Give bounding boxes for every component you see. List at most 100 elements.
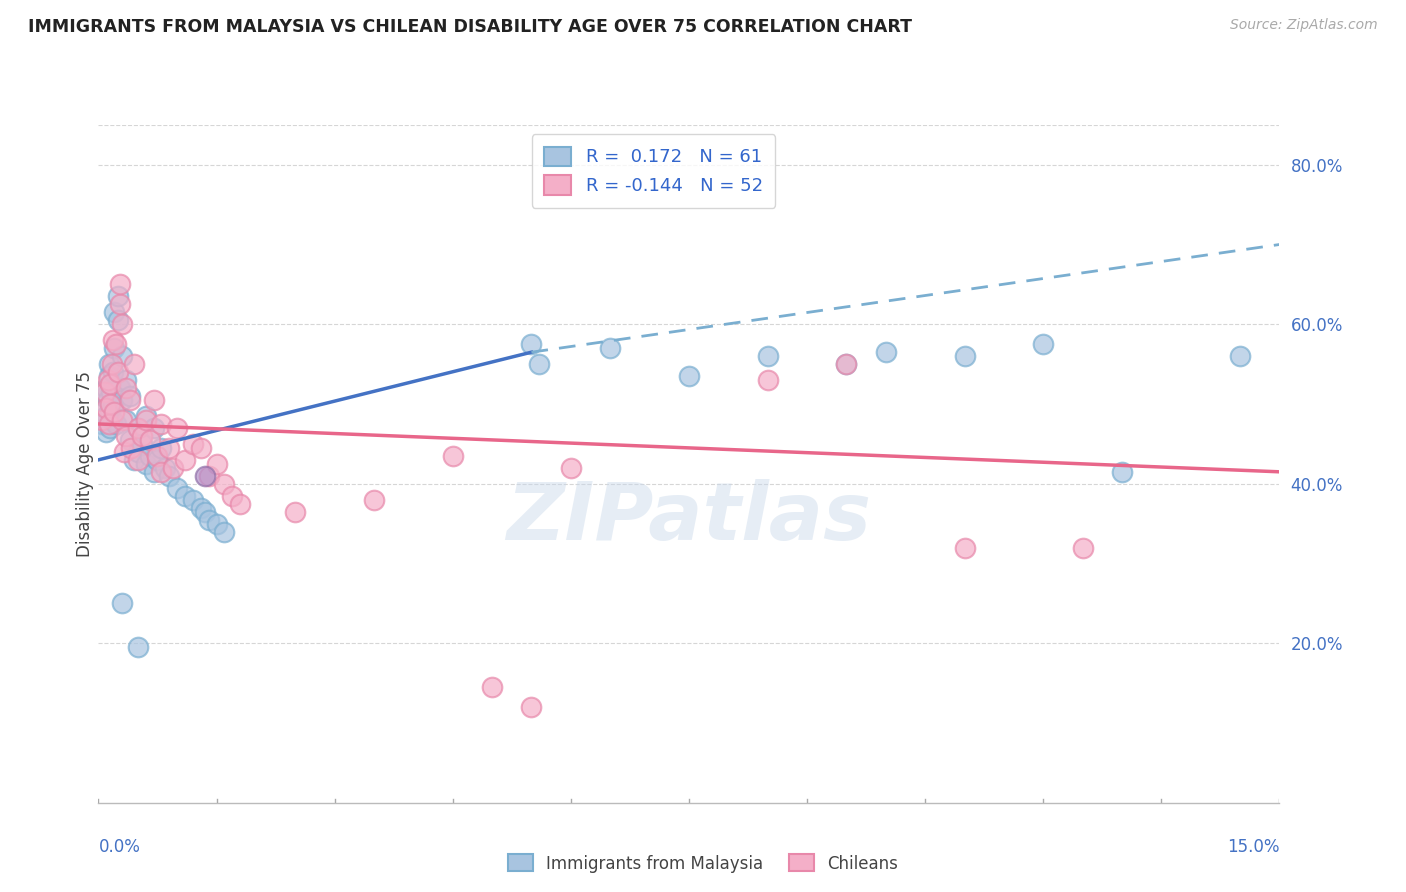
Point: [103, 305, 125, 319]
Point: [115, 413, 138, 427]
Point: [174, 453, 197, 467]
Point: [181, 437, 204, 451]
Point: [127, 640, 149, 655]
Point: [205, 516, 228, 531]
Point: [107, 313, 129, 327]
Point: [122, 357, 145, 371]
Point: [118, 433, 141, 447]
Point: [520, 700, 543, 714]
Point: [115, 429, 138, 443]
Point: [197, 513, 219, 527]
Point: [166, 421, 188, 435]
Point: [131, 429, 153, 443]
Point: [98, 405, 121, 419]
Point: [111, 413, 134, 427]
Point: [835, 357, 858, 371]
Point: [142, 465, 165, 479]
Point: [756, 349, 779, 363]
Point: [284, 505, 307, 519]
Point: [135, 409, 157, 423]
Point: [101, 397, 124, 411]
Point: [678, 369, 700, 384]
Point: [111, 596, 134, 610]
Point: [101, 413, 124, 427]
Point: [599, 341, 621, 355]
Point: [150, 465, 173, 479]
Point: [157, 441, 180, 455]
Point: [111, 392, 134, 407]
Point: [1229, 349, 1251, 363]
Point: [146, 453, 169, 467]
Point: [97, 392, 120, 407]
Point: [229, 497, 252, 511]
Point: [103, 341, 125, 355]
Point: [97, 417, 120, 431]
Point: [108, 297, 131, 311]
Point: [98, 377, 121, 392]
Point: [756, 373, 779, 387]
Point: [98, 397, 121, 411]
Point: [91, 413, 114, 427]
Text: ZIPatlas: ZIPatlas: [506, 479, 872, 558]
Point: [118, 392, 141, 407]
Text: 0.0%: 0.0%: [98, 838, 141, 856]
Point: [98, 421, 121, 435]
Point: [205, 457, 228, 471]
Point: [142, 392, 165, 407]
Point: [104, 337, 127, 351]
Text: Source: ZipAtlas.com: Source: ZipAtlas.com: [1230, 18, 1378, 32]
Point: [96, 401, 118, 415]
Point: [1111, 465, 1133, 479]
Point: [174, 489, 197, 503]
Point: [131, 437, 153, 451]
Point: [194, 505, 217, 519]
Point: [560, 460, 582, 475]
Point: [150, 417, 173, 431]
Point: [135, 457, 157, 471]
Point: [94, 409, 117, 423]
Point: [118, 389, 141, 403]
Point: [121, 441, 143, 455]
Point: [101, 333, 124, 347]
Point: [93, 405, 115, 419]
Point: [127, 421, 149, 435]
Point: [127, 421, 149, 435]
Point: [135, 413, 157, 427]
Point: [441, 449, 464, 463]
Point: [91, 417, 114, 431]
Point: [953, 349, 976, 363]
Point: [138, 433, 160, 447]
Point: [150, 441, 173, 455]
Point: [96, 425, 118, 439]
Point: [93, 385, 115, 400]
Point: [190, 500, 212, 515]
Y-axis label: Disability Age Over 75: Disability Age Over 75: [76, 371, 94, 557]
Point: [98, 369, 121, 384]
Point: [127, 453, 149, 467]
Point: [101, 365, 124, 379]
Text: IMMIGRANTS FROM MALAYSIA VS CHILEAN DISABILITY AGE OVER 75 CORRELATION CHART: IMMIGRANTS FROM MALAYSIA VS CHILEAN DISA…: [28, 18, 912, 36]
Legend: R =  0.172   N = 61, R = -0.144   N = 52: R = 0.172 N = 61, R = -0.144 N = 52: [531, 134, 776, 208]
Point: [101, 357, 124, 371]
Point: [127, 445, 149, 459]
Point: [142, 421, 165, 435]
Point: [115, 381, 138, 395]
Point: [181, 492, 204, 507]
Point: [214, 476, 236, 491]
Point: [1032, 337, 1054, 351]
Point: [194, 468, 217, 483]
Point: [162, 460, 184, 475]
Point: [363, 492, 385, 507]
Point: [122, 453, 145, 467]
Point: [197, 468, 219, 483]
Legend: Immigrants from Malaysia, Chileans: Immigrants from Malaysia, Chileans: [502, 847, 904, 880]
Point: [875, 345, 897, 359]
Point: [953, 541, 976, 555]
Point: [190, 441, 212, 455]
Point: [221, 489, 243, 503]
Point: [1071, 541, 1094, 555]
Point: [110, 381, 132, 395]
Point: [214, 524, 236, 539]
Point: [100, 385, 122, 400]
Point: [110, 277, 132, 292]
